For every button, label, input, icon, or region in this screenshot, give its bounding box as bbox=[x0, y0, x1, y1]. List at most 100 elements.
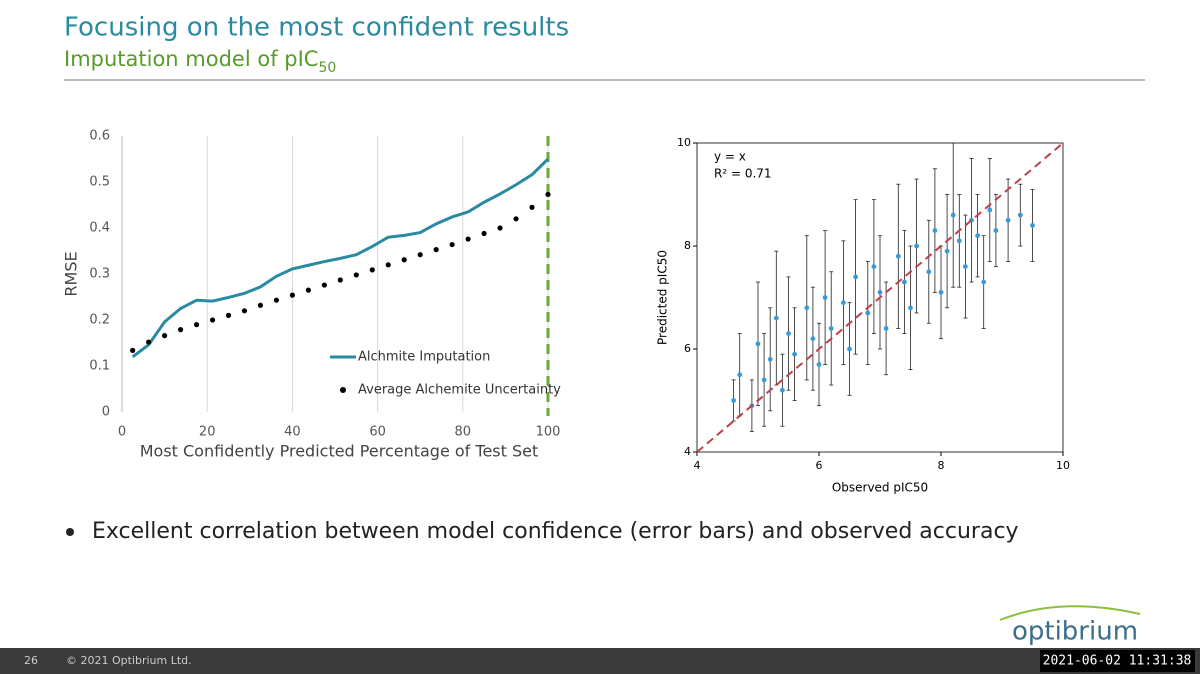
point bbox=[737, 372, 743, 378]
point bbox=[1017, 212, 1023, 218]
point bbox=[841, 300, 846, 306]
x-tick-label: 100 bbox=[536, 425, 561, 440]
bullet-text: Excellent correlation between model conf… bbox=[92, 519, 1019, 544]
dot bbox=[225, 312, 232, 318]
point bbox=[847, 346, 852, 352]
x-tick-label: 0 bbox=[118, 425, 126, 440]
dot bbox=[193, 322, 200, 328]
y-axis-title: Predicted pIC50 bbox=[656, 250, 670, 345]
dot bbox=[177, 327, 184, 333]
dot bbox=[433, 247, 439, 253]
point bbox=[914, 243, 919, 249]
point bbox=[853, 274, 858, 280]
annotation: y = x bbox=[714, 150, 746, 164]
point bbox=[871, 264, 877, 269]
point bbox=[963, 264, 968, 269]
logo-swoosh bbox=[999, 605, 1141, 621]
point bbox=[755, 341, 761, 347]
point bbox=[938, 289, 944, 295]
x-tick-label: 6 bbox=[816, 459, 823, 472]
dot bbox=[481, 230, 487, 237]
annotation: R² = 0.71 bbox=[714, 167, 772, 181]
point bbox=[908, 305, 913, 311]
x-tick-label: 80 bbox=[455, 425, 472, 440]
y-tick-label: 4 bbox=[684, 445, 691, 458]
logo: optibrium bbox=[1012, 617, 1138, 647]
dot bbox=[353, 272, 359, 278]
legend-swatch bbox=[340, 387, 346, 393]
point bbox=[816, 362, 822, 367]
dot bbox=[257, 302, 264, 308]
y-tick-label: 0.2 bbox=[89, 313, 110, 328]
y-tick-label: 0.3 bbox=[89, 267, 110, 282]
subtitle: Imputation model of pIC50 bbox=[64, 47, 336, 76]
dot bbox=[529, 204, 535, 210]
dot bbox=[273, 297, 280, 303]
title: Focusing on the most confident results bbox=[64, 13, 569, 43]
point bbox=[932, 228, 938, 233]
slide-number: 26 bbox=[24, 654, 38, 667]
point bbox=[828, 326, 834, 331]
timestamp-box bbox=[1040, 650, 1195, 672]
dot bbox=[513, 216, 519, 222]
dot bbox=[146, 339, 152, 345]
subtitle-subscript: 50 bbox=[318, 60, 336, 76]
copyright: © 2021 Optibrium Ltd. bbox=[66, 654, 192, 667]
y-tick-label: 0.1 bbox=[89, 359, 110, 374]
x-tick-label: 10 bbox=[1056, 459, 1070, 472]
plot-frame bbox=[696, 142, 1064, 453]
y-tick-label: 6 bbox=[684, 342, 691, 355]
point bbox=[975, 233, 980, 239]
y-tick-label: 0.5 bbox=[89, 175, 110, 190]
dot bbox=[385, 262, 391, 268]
dot bbox=[465, 236, 471, 242]
x-tick-label: 20 bbox=[199, 425, 216, 440]
y-tick-label: 0.6 bbox=[89, 129, 110, 144]
point bbox=[792, 351, 797, 357]
dot bbox=[289, 292, 295, 298]
point bbox=[944, 248, 950, 254]
legend-label: Average Alchemite Uncertainty bbox=[358, 383, 561, 398]
point bbox=[883, 326, 889, 331]
dot bbox=[497, 225, 503, 231]
point bbox=[780, 387, 785, 393]
point bbox=[877, 289, 883, 295]
point bbox=[786, 331, 791, 336]
line-series bbox=[131, 157, 550, 359]
point bbox=[731, 398, 736, 403]
point bbox=[956, 238, 962, 244]
point bbox=[761, 377, 767, 383]
dot bbox=[417, 252, 423, 258]
y-tick-label: 0.4 bbox=[89, 221, 110, 236]
point bbox=[822, 295, 828, 300]
dot bbox=[449, 241, 455, 248]
dot bbox=[545, 191, 551, 198]
point bbox=[865, 310, 871, 316]
x-tick-label: 40 bbox=[284, 425, 301, 440]
point bbox=[895, 253, 901, 259]
dot bbox=[305, 287, 311, 293]
point bbox=[1030, 223, 1035, 228]
point bbox=[767, 356, 773, 362]
point bbox=[926, 269, 932, 275]
dot bbox=[209, 317, 216, 323]
reference-line bbox=[696, 142, 1064, 453]
x-axis-title: Observed pIC50 bbox=[832, 481, 928, 495]
subtitle-text: Imputation model of pIC bbox=[64, 47, 318, 71]
point bbox=[1005, 217, 1011, 223]
x-tick-label: 8 bbox=[938, 459, 945, 472]
y-tick-label: 0 bbox=[102, 405, 110, 420]
bullet-dot bbox=[66, 528, 74, 536]
point bbox=[950, 212, 956, 218]
x-tick-label: 4 bbox=[694, 459, 701, 472]
point bbox=[810, 336, 816, 342]
point bbox=[981, 279, 987, 285]
dot bbox=[369, 267, 375, 273]
dot bbox=[130, 347, 136, 353]
point bbox=[902, 279, 907, 285]
x-axis-title: Most Confidently Predicted Percentage of… bbox=[140, 442, 539, 461]
legend-label: Alchmite Imputation bbox=[358, 350, 490, 365]
dot bbox=[162, 333, 168, 339]
y-tick-label: 8 bbox=[684, 239, 691, 252]
